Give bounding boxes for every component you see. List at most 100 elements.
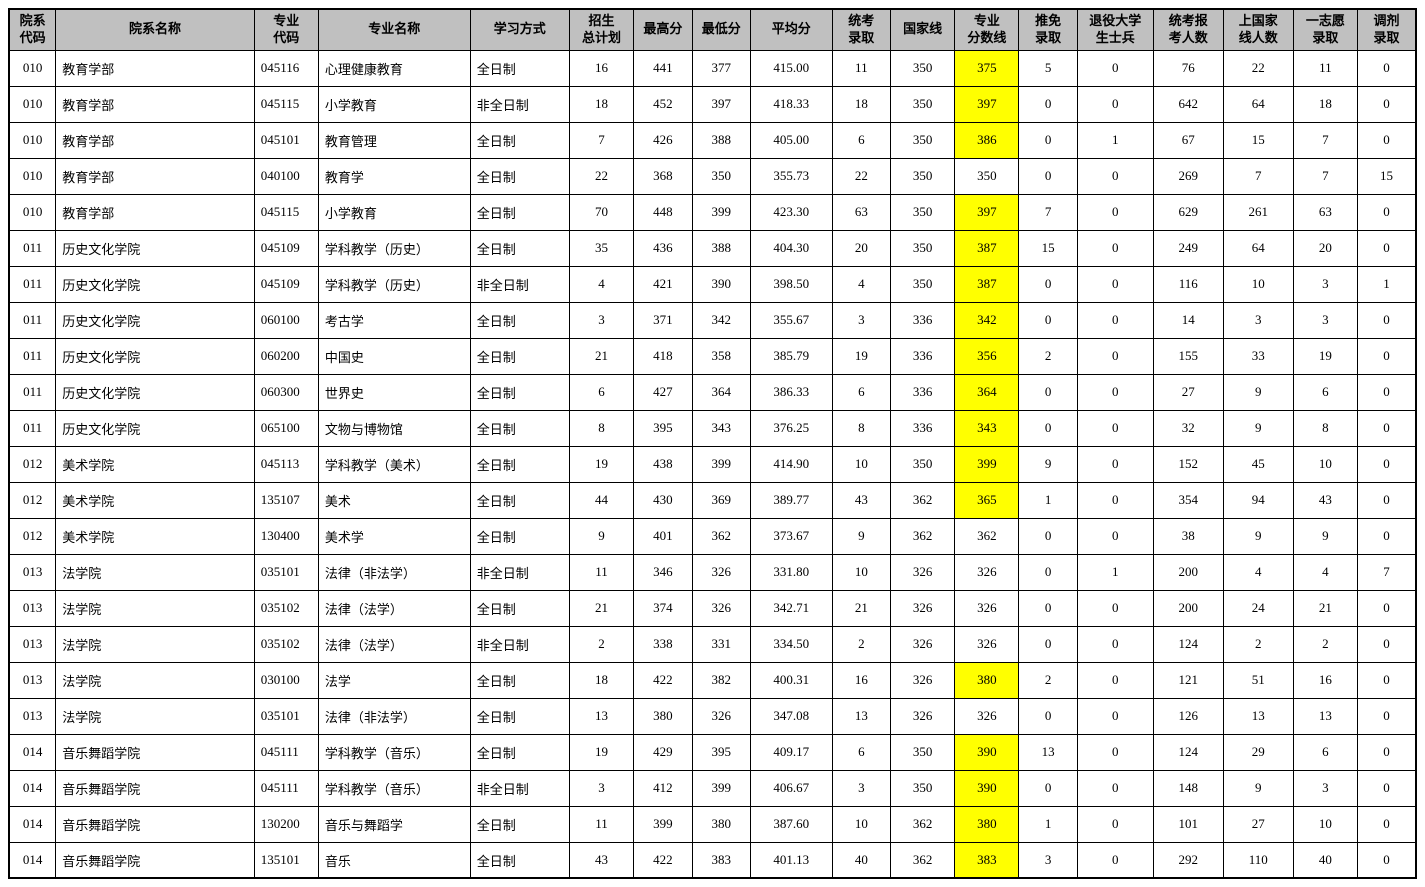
cell-first_choice: 7: [1293, 158, 1357, 194]
header-recommend: 推免录取: [1019, 9, 1077, 50]
cell-min: 388: [692, 230, 750, 266]
cell-plan: 21: [569, 590, 633, 626]
cell-major_line: 365: [955, 482, 1019, 518]
cell-max: 380: [634, 698, 692, 734]
cell-max: 429: [634, 734, 692, 770]
cell-above_line: 94: [1223, 482, 1293, 518]
cell-first_choice: 10: [1293, 806, 1357, 842]
cell-exam_admit: 13: [832, 698, 890, 734]
cell-veteran: 0: [1077, 662, 1153, 698]
cell-dept_name: 历史文化学院: [56, 410, 254, 446]
cell-above_line: 10: [1223, 266, 1293, 302]
table-row: 011历史文化学院045109学科教学（历史）非全日制4421390398.50…: [9, 266, 1416, 302]
cell-national_line: 336: [891, 410, 955, 446]
cell-first_choice: 43: [1293, 482, 1357, 518]
cell-exam_admit: 18: [832, 86, 890, 122]
header-dept_code: 院系代码: [9, 9, 56, 50]
cell-plan: 43: [569, 842, 633, 878]
cell-major_line: 356: [955, 338, 1019, 374]
cell-first_choice: 6: [1293, 734, 1357, 770]
cell-national_line: 362: [891, 842, 955, 878]
cell-major_line: 326: [955, 626, 1019, 662]
cell-major_name: 教育管理: [318, 122, 470, 158]
cell-transfer: 0: [1358, 338, 1416, 374]
cell-study_mode: 全日制: [470, 698, 569, 734]
cell-above_line: 9: [1223, 770, 1293, 806]
cell-first_choice: 8: [1293, 410, 1357, 446]
cell-dept_code: 010: [9, 86, 56, 122]
cell-major_code: 130200: [254, 806, 318, 842]
cell-recommend: 1: [1019, 806, 1077, 842]
cell-min: 326: [692, 590, 750, 626]
cell-veteran: 0: [1077, 302, 1153, 338]
table-row: 014音乐舞蹈学院045111学科教学（音乐）非全日制3412399406.67…: [9, 770, 1416, 806]
cell-major_line: 397: [955, 194, 1019, 230]
cell-recommend: 15: [1019, 230, 1077, 266]
cell-dept_name: 历史文化学院: [56, 338, 254, 374]
cell-veteran: 0: [1077, 194, 1153, 230]
cell-first_choice: 63: [1293, 194, 1357, 230]
cell-max: 436: [634, 230, 692, 266]
cell-applicants: 249: [1153, 230, 1223, 266]
cell-national_line: 350: [891, 230, 955, 266]
cell-major_code: 045111: [254, 734, 318, 770]
cell-transfer: 0: [1358, 410, 1416, 446]
cell-veteran: 0: [1077, 374, 1153, 410]
cell-max: 427: [634, 374, 692, 410]
cell-first_choice: 10: [1293, 446, 1357, 482]
cell-recommend: 0: [1019, 518, 1077, 554]
cell-exam_admit: 10: [832, 446, 890, 482]
cell-major_name: 文物与博物馆: [318, 410, 470, 446]
cell-exam_admit: 6: [832, 734, 890, 770]
cell-major_line: 350: [955, 158, 1019, 194]
cell-exam_admit: 21: [832, 590, 890, 626]
cell-avg: 405.00: [750, 122, 832, 158]
cell-dept_name: 历史文化学院: [56, 266, 254, 302]
cell-plan: 19: [569, 446, 633, 482]
cell-recommend: 13: [1019, 734, 1077, 770]
cell-min: 388: [692, 122, 750, 158]
table-header-row: 院系代码院系名称专业代码专业名称学习方式招生总计划最高分最低分平均分统考录取国家…: [9, 9, 1416, 50]
cell-national_line: 350: [891, 266, 955, 302]
cell-major_name: 学科教学（历史）: [318, 266, 470, 302]
table-row: 010教育学部040100教育学全日制22368350355.732235035…: [9, 158, 1416, 194]
cell-major_name: 中国史: [318, 338, 470, 374]
cell-dept_name: 历史文化学院: [56, 230, 254, 266]
cell-recommend: 7: [1019, 194, 1077, 230]
cell-above_line: 15: [1223, 122, 1293, 158]
cell-study_mode: 非全日制: [470, 86, 569, 122]
header-plan: 招生总计划: [569, 9, 633, 50]
cell-major_name: 学科教学（历史）: [318, 230, 470, 266]
cell-veteran: 0: [1077, 158, 1153, 194]
cell-avg: 334.50: [750, 626, 832, 662]
cell-study_mode: 全日制: [470, 158, 569, 194]
cell-avg: 404.30: [750, 230, 832, 266]
cell-min: 326: [692, 698, 750, 734]
header-max: 最高分: [634, 9, 692, 50]
cell-veteran: 0: [1077, 50, 1153, 86]
cell-national_line: 326: [891, 554, 955, 590]
header-major_line: 专业分数线: [955, 9, 1019, 50]
cell-plan: 35: [569, 230, 633, 266]
cell-dept_code: 012: [9, 518, 56, 554]
cell-transfer: 0: [1358, 842, 1416, 878]
header-study_mode: 学习方式: [470, 9, 569, 50]
cell-national_line: 350: [891, 122, 955, 158]
cell-major_line: 387: [955, 230, 1019, 266]
cell-major_line: 326: [955, 698, 1019, 734]
cell-max: 368: [634, 158, 692, 194]
cell-major_line: 375: [955, 50, 1019, 86]
header-applicants: 统考报考人数: [1153, 9, 1223, 50]
cell-first_choice: 40: [1293, 842, 1357, 878]
cell-plan: 11: [569, 554, 633, 590]
cell-exam_admit: 22: [832, 158, 890, 194]
cell-max: 441: [634, 50, 692, 86]
table-row: 011历史文化学院045109学科教学（历史）全日制35436388404.30…: [9, 230, 1416, 266]
cell-above_line: 261: [1223, 194, 1293, 230]
cell-national_line: 326: [891, 590, 955, 626]
cell-dept_code: 013: [9, 698, 56, 734]
cell-major_line: 383: [955, 842, 1019, 878]
cell-applicants: 200: [1153, 554, 1223, 590]
cell-avg: 418.33: [750, 86, 832, 122]
cell-study_mode: 全日制: [470, 50, 569, 86]
